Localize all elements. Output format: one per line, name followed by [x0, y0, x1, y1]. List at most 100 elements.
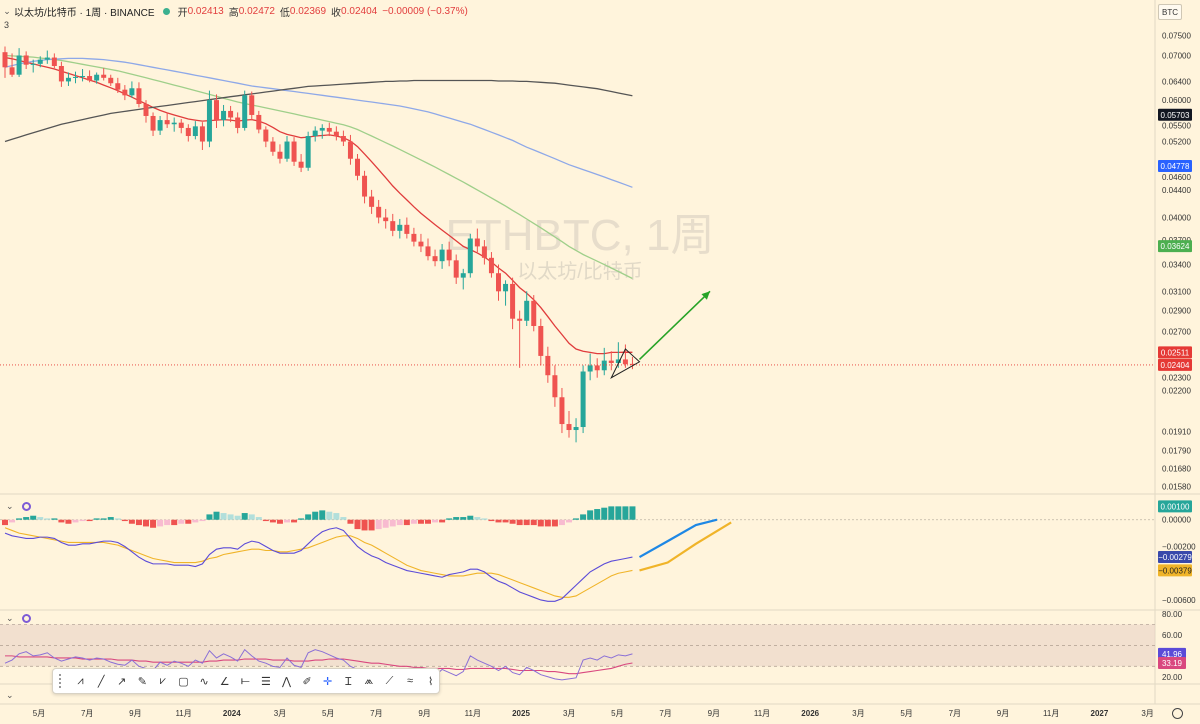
- indicator-count[interactable]: 3: [4, 20, 10, 30]
- time-tick-label: 5月: [33, 709, 45, 718]
- open-value: 0.02413: [187, 5, 224, 17]
- candle-body: [44, 57, 50, 60]
- time-tick-label: 11月: [175, 709, 191, 718]
- pen-icon[interactable]: ✎: [137, 675, 147, 688]
- open-label: 开: [177, 7, 188, 19]
- macd-badge-label: −0.00279: [1158, 553, 1192, 562]
- macd-histogram-bar: [128, 519, 135, 524]
- watermark-symbol: ETHBTC, 1周: [446, 211, 715, 260]
- rsi-settings-icon[interactable]: [21, 614, 31, 623]
- toolbar-drag-handle[interactable]: [59, 674, 66, 688]
- time-tick-label: 7月: [949, 709, 961, 718]
- macd-histogram-bar: [425, 519, 431, 524]
- abcd-pattern-icon[interactable]: ⩗: [159, 674, 167, 687]
- candle-body: [362, 175, 368, 197]
- rsi-badge: [1158, 647, 1186, 660]
- candle-body: [122, 89, 128, 96]
- time-tick-label: 11月: [465, 709, 481, 718]
- watermark-name: 以太坊/比特币: [517, 260, 643, 283]
- rsi-line: [4, 648, 633, 681]
- price-badge: [1158, 240, 1192, 253]
- rsi-collapse-icon[interactable]: ⌄: [6, 613, 14, 623]
- time-tick-label: 3月: [563, 709, 575, 718]
- macd-histogram-bar: [502, 519, 509, 523]
- wave-pattern-icon[interactable]: ≈: [407, 675, 414, 687]
- price-tick-label: 0.07000: [1162, 51, 1191, 60]
- currency-button[interactable]: BTC: [1158, 4, 1182, 20]
- macd-histogram-bar: [333, 513, 340, 520]
- candle-body: [214, 100, 219, 121]
- macd-histogram-bar: [291, 519, 298, 523]
- angle-icon[interactable]: ∠: [219, 675, 230, 688]
- macd-histogram-bar: [382, 519, 389, 528]
- candle-body: [16, 55, 22, 75]
- candle-body: [580, 371, 586, 428]
- macd-histogram-bar: [213, 511, 220, 520]
- symbol-title[interactable]: 以太坊/比特币 · 1周 · BINANCE: [14, 7, 155, 19]
- macd-histogram-bar: [566, 519, 572, 523]
- macd-histogram-bar: [460, 517, 467, 520]
- candle-body: [411, 233, 417, 242]
- price-tick-label: 0.01910: [1162, 428, 1191, 437]
- text-tool-icon[interactable]: Ɪ: [345, 675, 352, 688]
- candle-body: [206, 100, 212, 142]
- macd-histogram-bar: [608, 506, 615, 520]
- candle-body: [277, 151, 283, 159]
- price-tick-label: 0.02200: [1162, 387, 1191, 396]
- candle-body: [249, 95, 255, 115]
- macd-settings-icon[interactable]: [21, 502, 31, 511]
- parallel-channel-icon[interactable]: ☰: [260, 675, 271, 688]
- candle-body: [538, 325, 544, 356]
- extra-collapse-icon[interactable]: ⌄: [6, 690, 14, 700]
- macd-histogram-bar: [573, 518, 580, 520]
- macd-histogram-bar: [150, 519, 157, 528]
- candle-body: [531, 300, 537, 326]
- price-badge-label: 0.05703: [1161, 111, 1190, 120]
- trend-line-icon[interactable]: ╱: [97, 675, 105, 688]
- macd-histogram-bar: [389, 519, 396, 527]
- candle-body: [629, 363, 635, 365]
- candle-body: [256, 114, 262, 130]
- head-shoulders-icon[interactable]: ⩕: [364, 674, 374, 687]
- macd-histogram-bar: [558, 519, 565, 526]
- high-label: 高: [228, 7, 239, 19]
- xabcd-pattern-icon[interactable]: ⩘: [77, 674, 84, 687]
- candle-body: [73, 76, 78, 78]
- candle-body: [270, 141, 276, 152]
- time-tick-label: 11月: [754, 709, 770, 718]
- time-tick-label: 3月: [1141, 709, 1153, 718]
- macd-histogram-bar: [192, 519, 199, 523]
- collapse-icon[interactable]: ⌄: [3, 5, 11, 16]
- crosshair-icon[interactable]: ✛: [323, 675, 333, 688]
- polyline-icon[interactable]: ⌇: [427, 675, 434, 688]
- rsi-badge: [1158, 656, 1186, 669]
- elliott-wave-icon[interactable]: ⋀: [281, 675, 291, 688]
- candle-body: [228, 110, 234, 118]
- candle-body: [284, 141, 290, 159]
- triangle-pattern-icon[interactable]: ⟋: [385, 674, 394, 687]
- macd-histogram-bar: [23, 517, 30, 520]
- path-icon[interactable]: ∿: [199, 675, 209, 688]
- drawing-toolbar: ⩘ ╱ ↗ ✎ ⩗ ▢ ∿ ∠ ⟝ ☰ ⋀ ✐ ✛ Ɪ ⩕ ⟋ ≈ ⌇: [52, 668, 440, 694]
- macd-histogram-bar: [65, 519, 72, 524]
- candle-body: [481, 246, 487, 258]
- macd-line: [4, 527, 633, 602]
- macd-histogram-bar: [199, 519, 206, 522]
- ray-icon[interactable]: ↗: [117, 675, 127, 688]
- horizontal-ray-icon[interactable]: ⟝: [240, 674, 250, 687]
- candle-body: [221, 110, 227, 121]
- close-label: 收: [331, 7, 342, 19]
- price-tick-label: 0.04600: [1162, 173, 1191, 182]
- rectangle-icon[interactable]: ▢: [178, 675, 189, 688]
- candle-body: [383, 217, 389, 222]
- chart-settings-icon[interactable]: [1172, 708, 1183, 719]
- macd-histogram-bar: [537, 519, 544, 527]
- candle-body: [178, 122, 184, 128]
- macd-histogram-bar: [16, 518, 23, 520]
- candle-body: [143, 103, 149, 116]
- price-badge: [1158, 358, 1192, 371]
- price-tick-label: 0.01580: [1162, 482, 1191, 491]
- macd-collapse-icon[interactable]: ⌄: [6, 501, 14, 511]
- brush-icon[interactable]: ✐: [302, 675, 312, 688]
